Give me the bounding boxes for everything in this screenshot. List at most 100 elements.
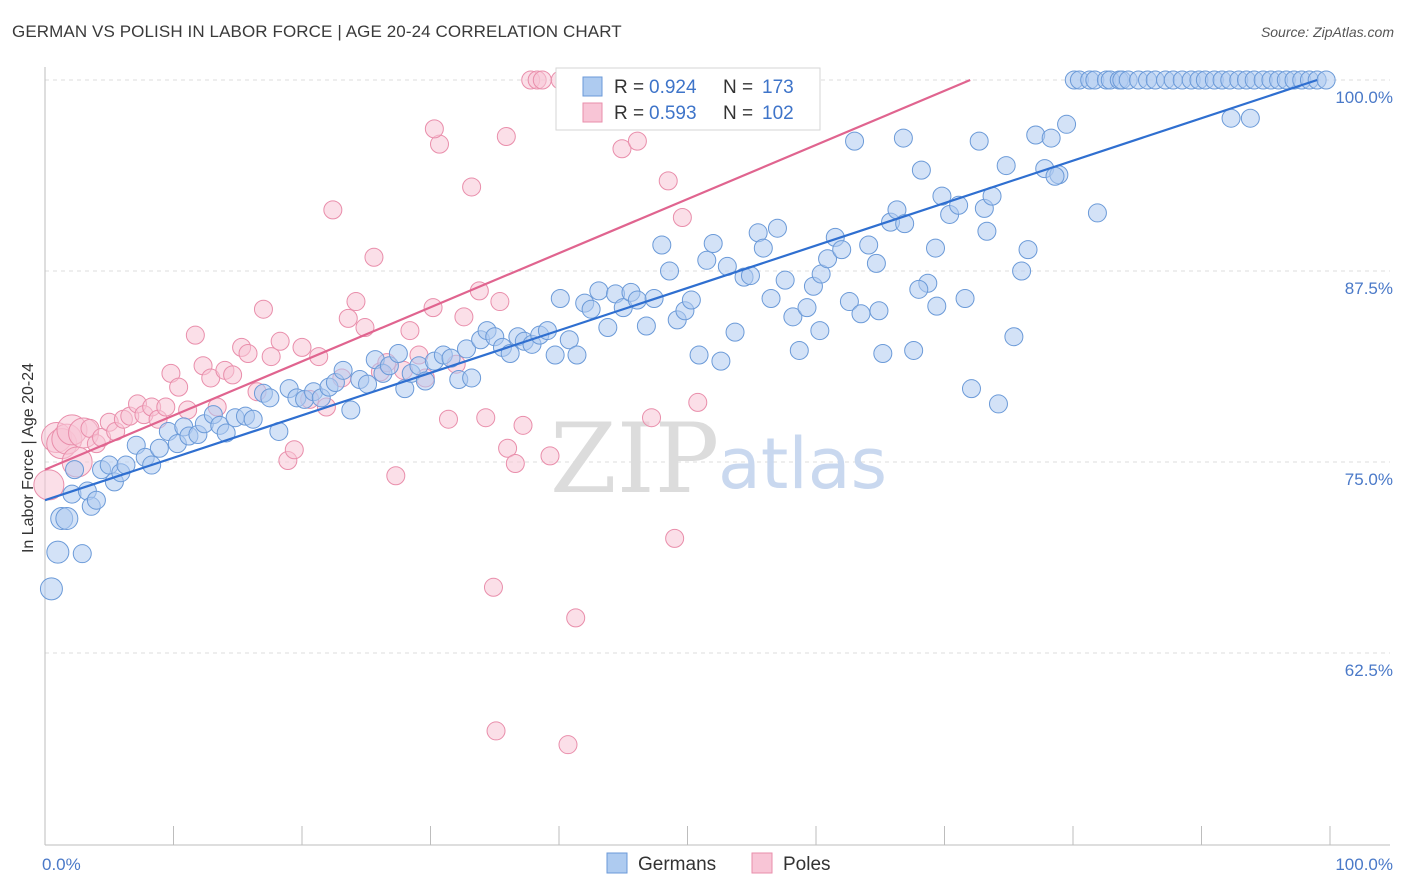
poles-point: [486, 721, 506, 741]
poles-point: [566, 608, 586, 628]
germans-point: [589, 281, 609, 301]
bottom-legend-label-germans: Germans: [638, 854, 716, 875]
bottom-legend-swatch-germans: [606, 852, 628, 874]
germans-point: [636, 316, 656, 336]
germans-point: [977, 221, 997, 241]
germans-point: [797, 298, 817, 318]
germans-point: [988, 394, 1008, 414]
germans-point: [839, 292, 859, 312]
watermark-atlas: atlas: [718, 423, 887, 505]
poles-point: [558, 735, 578, 755]
germans-point: [904, 340, 924, 360]
watermark: ZIP atlas: [550, 403, 887, 515]
germans-point: [1316, 70, 1336, 90]
poles-point: [424, 119, 444, 139]
germans-points: [39, 70, 1336, 601]
poles-point: [454, 307, 474, 327]
legend-r-label-germans: R =: [614, 77, 644, 98]
germans-point: [996, 156, 1016, 176]
legend-n-value-poles: 102: [762, 103, 794, 124]
germans-point: [810, 321, 830, 341]
poles-point: [438, 409, 458, 429]
germans-point: [243, 409, 263, 429]
germans-point: [725, 322, 745, 342]
germans-point: [859, 235, 879, 255]
poles-point: [612, 139, 632, 159]
poles-point: [261, 347, 281, 367]
bottom-legend: Germans Poles: [606, 852, 831, 875]
x-tick-label-min: 0.0%: [42, 855, 81, 874]
germans-point: [711, 351, 731, 371]
poles-point: [658, 171, 678, 191]
germans-point: [55, 507, 79, 531]
germans-point: [1240, 108, 1260, 128]
germans-point: [149, 438, 169, 458]
poles-point: [156, 397, 176, 417]
poles-trendline: [44, 78, 971, 471]
legend: R = 0.924 N = 173 R = 0.593 N = 102: [555, 67, 821, 131]
poles-point: [284, 440, 304, 460]
poles-point: [532, 70, 552, 90]
germans-point: [1012, 261, 1032, 281]
germans-point: [1041, 128, 1061, 148]
germans-point: [46, 540, 70, 564]
poles-point: [627, 131, 647, 151]
axes: [44, 67, 1390, 846]
germans-point: [909, 279, 929, 299]
germans-point: [65, 460, 85, 480]
germans-point: [845, 131, 865, 151]
germans-point: [689, 345, 709, 365]
y-tick-label: 100.0%: [1335, 88, 1393, 107]
germans-point: [559, 330, 579, 350]
legend-swatch-poles: [582, 102, 603, 123]
germans-point: [333, 360, 353, 380]
germans-point: [783, 307, 803, 327]
watermark-zip: ZIP: [550, 403, 719, 515]
poles-point: [292, 337, 312, 357]
legend-n-label-poles: N =: [723, 103, 753, 124]
poles-point: [540, 446, 560, 466]
germans-point: [753, 238, 773, 258]
germans-point: [851, 304, 871, 324]
germans-point: [1018, 240, 1038, 260]
germans-point: [961, 379, 981, 399]
poles-point: [185, 325, 205, 345]
poles-point: [498, 438, 518, 458]
poles-point: [490, 292, 510, 312]
germans-point: [681, 290, 701, 310]
germans-point: [893, 128, 913, 148]
germans-point: [873, 344, 893, 364]
poles-point: [253, 299, 273, 319]
germans-point: [895, 214, 915, 234]
germans-point: [1057, 114, 1077, 134]
legend-r-value-poles: 0.593: [649, 103, 697, 124]
germans-point: [955, 289, 975, 309]
poles-point: [364, 247, 384, 267]
poles-point: [238, 344, 258, 364]
trendlines: [44, 78, 1318, 502]
germans-point: [789, 340, 809, 360]
x-ticks: [44, 826, 1331, 845]
germans-point: [926, 238, 946, 258]
poles-point: [483, 577, 503, 597]
germans-point: [927, 296, 947, 316]
gridlines: [45, 79, 1390, 654]
y-tick-labels: 62.5% 75.0% 87.5% 100.0%: [1335, 88, 1393, 680]
germans-point: [652, 235, 672, 255]
germans-point: [767, 218, 787, 238]
germans-point: [703, 233, 723, 253]
germans-point: [456, 339, 476, 359]
poles-point: [476, 408, 496, 428]
poles-point: [169, 377, 189, 397]
poles-point: [505, 454, 525, 474]
legend-n-value-germans: 173: [762, 77, 794, 98]
germans-point: [86, 490, 106, 510]
poles-point: [270, 331, 290, 351]
germans-point: [341, 400, 361, 420]
germans-point: [866, 253, 886, 273]
germans-point: [697, 250, 717, 270]
poles-point: [323, 200, 343, 220]
germans-point: [545, 345, 565, 365]
poles-point: [672, 208, 692, 228]
